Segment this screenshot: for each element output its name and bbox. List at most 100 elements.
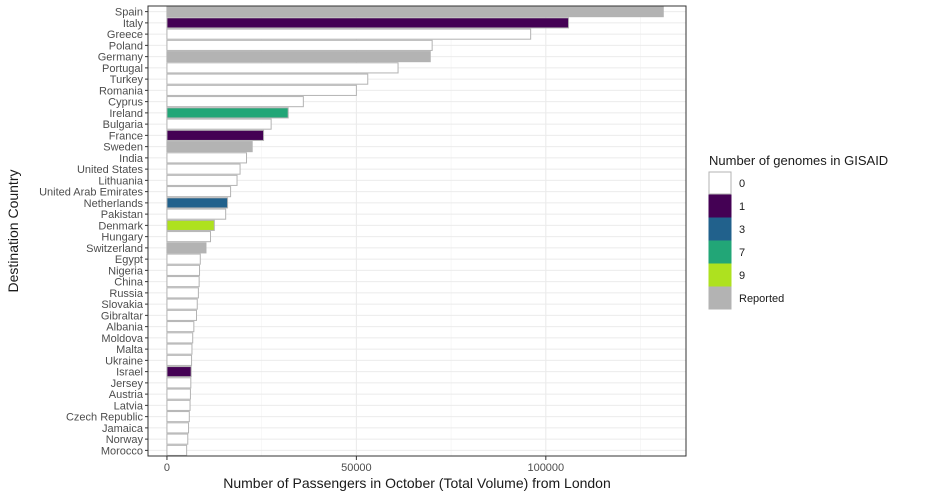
legend-key <box>708 240 732 264</box>
legend-key <box>708 171 732 195</box>
plot-panel <box>148 6 686 456</box>
bar <box>166 399 191 411</box>
bar <box>166 253 201 265</box>
bar <box>166 309 197 321</box>
y-tick-label: United States <box>77 164 144 176</box>
plot-border <box>147 5 687 457</box>
y-tick-label: Malta <box>116 344 144 356</box>
y-tick-label: Jersey <box>111 378 144 390</box>
bar <box>166 6 664 18</box>
y-tick-label: Italy <box>123 18 144 30</box>
legend-label: 0 <box>739 178 745 190</box>
bar <box>166 96 304 108</box>
bar <box>166 343 193 355</box>
bar <box>166 276 200 288</box>
y-tick-label: Poland <box>109 40 143 52</box>
bar <box>166 354 193 366</box>
y-tick-label: Denmark <box>98 220 143 232</box>
y-tick-label: Spain <box>115 7 143 19</box>
bar <box>166 62 399 74</box>
legend-label: Reported <box>739 293 784 305</box>
bar <box>166 321 195 333</box>
y-tick-label: Egypt <box>115 254 143 266</box>
y-tick-label: Norway <box>106 434 144 446</box>
y-tick-label: Israel <box>116 367 143 379</box>
bar <box>166 152 248 164</box>
y-tick-label: Jamaica <box>102 423 144 435</box>
y-tick-label: Hungary <box>101 232 143 244</box>
y-tick-label: Cyprus <box>108 97 143 109</box>
legend-key <box>708 217 732 241</box>
bar <box>166 377 192 389</box>
legend: Number of genomes in GISAID 0 1 3 7 9 Reporte… <box>708 153 888 310</box>
y-tick-label: Germany <box>98 52 144 64</box>
x-tick-label: 0 <box>164 462 170 474</box>
y-tick-label: Ukraine <box>105 355 143 367</box>
bar <box>166 264 201 276</box>
bar <box>166 17 570 29</box>
y-tick-label: United Arab Emirates <box>39 187 143 199</box>
bar <box>166 51 431 63</box>
bars <box>166 6 664 456</box>
y-tick-label: Ireland <box>109 108 143 120</box>
legend-key <box>708 286 732 310</box>
y-tick-label: Austria <box>109 389 144 401</box>
y-tick-label: Lithuania <box>98 175 144 187</box>
bar <box>166 287 199 299</box>
y-tick-label: Portugal <box>102 63 143 75</box>
bar <box>166 231 212 243</box>
bar <box>166 422 190 434</box>
bar <box>166 163 241 175</box>
legend-label: 1 <box>739 201 745 213</box>
y-tick-label: Czech Republic <box>66 412 144 424</box>
bar <box>166 118 272 130</box>
legend-label: 9 <box>739 270 745 282</box>
y-tick-label: Pakistan <box>101 209 143 221</box>
bar <box>166 208 227 220</box>
x-axis-title: Number of Passengers in October (Total V… <box>223 475 611 491</box>
legend-label: 7 <box>739 247 745 259</box>
bar <box>166 73 369 85</box>
legend-label: 3 <box>739 224 745 236</box>
y-tick-label: Netherlands <box>84 198 144 210</box>
y-tick-label: Turkey <box>110 74 144 86</box>
x-axis-ticks: 0 50000 100000 <box>164 456 564 474</box>
bar <box>166 28 532 40</box>
legend-key <box>708 194 732 218</box>
bar <box>166 411 190 423</box>
y-tick-label: Slovakia <box>101 299 143 311</box>
bar <box>166 107 289 119</box>
bar <box>166 174 238 186</box>
y-axis-title: Destination Country <box>5 170 21 293</box>
x-tick-label: 100000 <box>527 462 564 474</box>
bar <box>166 141 253 153</box>
y-tick-label: Albania <box>106 322 144 334</box>
legend-items: 0 1 3 7 9 Reported <box>708 171 784 310</box>
bar <box>166 186 232 198</box>
y-tick-label: Greece <box>107 29 143 41</box>
y-tick-label: Moldova <box>101 333 143 345</box>
bar <box>166 298 198 310</box>
bar <box>166 433 189 445</box>
bar <box>166 84 357 96</box>
legend-key <box>708 263 732 287</box>
y-tick-label: Russia <box>109 288 144 300</box>
bar <box>166 444 188 456</box>
y-tick-label: Latvia <box>114 400 144 412</box>
y-tick-label: Sweden <box>103 142 143 154</box>
x-tick-label: 50000 <box>341 462 372 474</box>
bar <box>166 197 229 209</box>
y-tick-label: Bulgaria <box>103 119 144 131</box>
y-tick-label: France <box>109 130 143 142</box>
y-tick-label: Morocco <box>101 445 143 457</box>
bar <box>166 388 191 400</box>
y-tick-label: Gibraltar <box>101 310 144 322</box>
bar <box>166 242 207 254</box>
bar <box>166 219 215 231</box>
y-tick-label: Nigeria <box>108 265 144 277</box>
legend-title: Number of genomes in GISAID <box>709 153 888 168</box>
y-tick-label: Switzerland <box>86 243 143 255</box>
y-tick-label: China <box>114 277 144 289</box>
bar <box>166 39 433 51</box>
